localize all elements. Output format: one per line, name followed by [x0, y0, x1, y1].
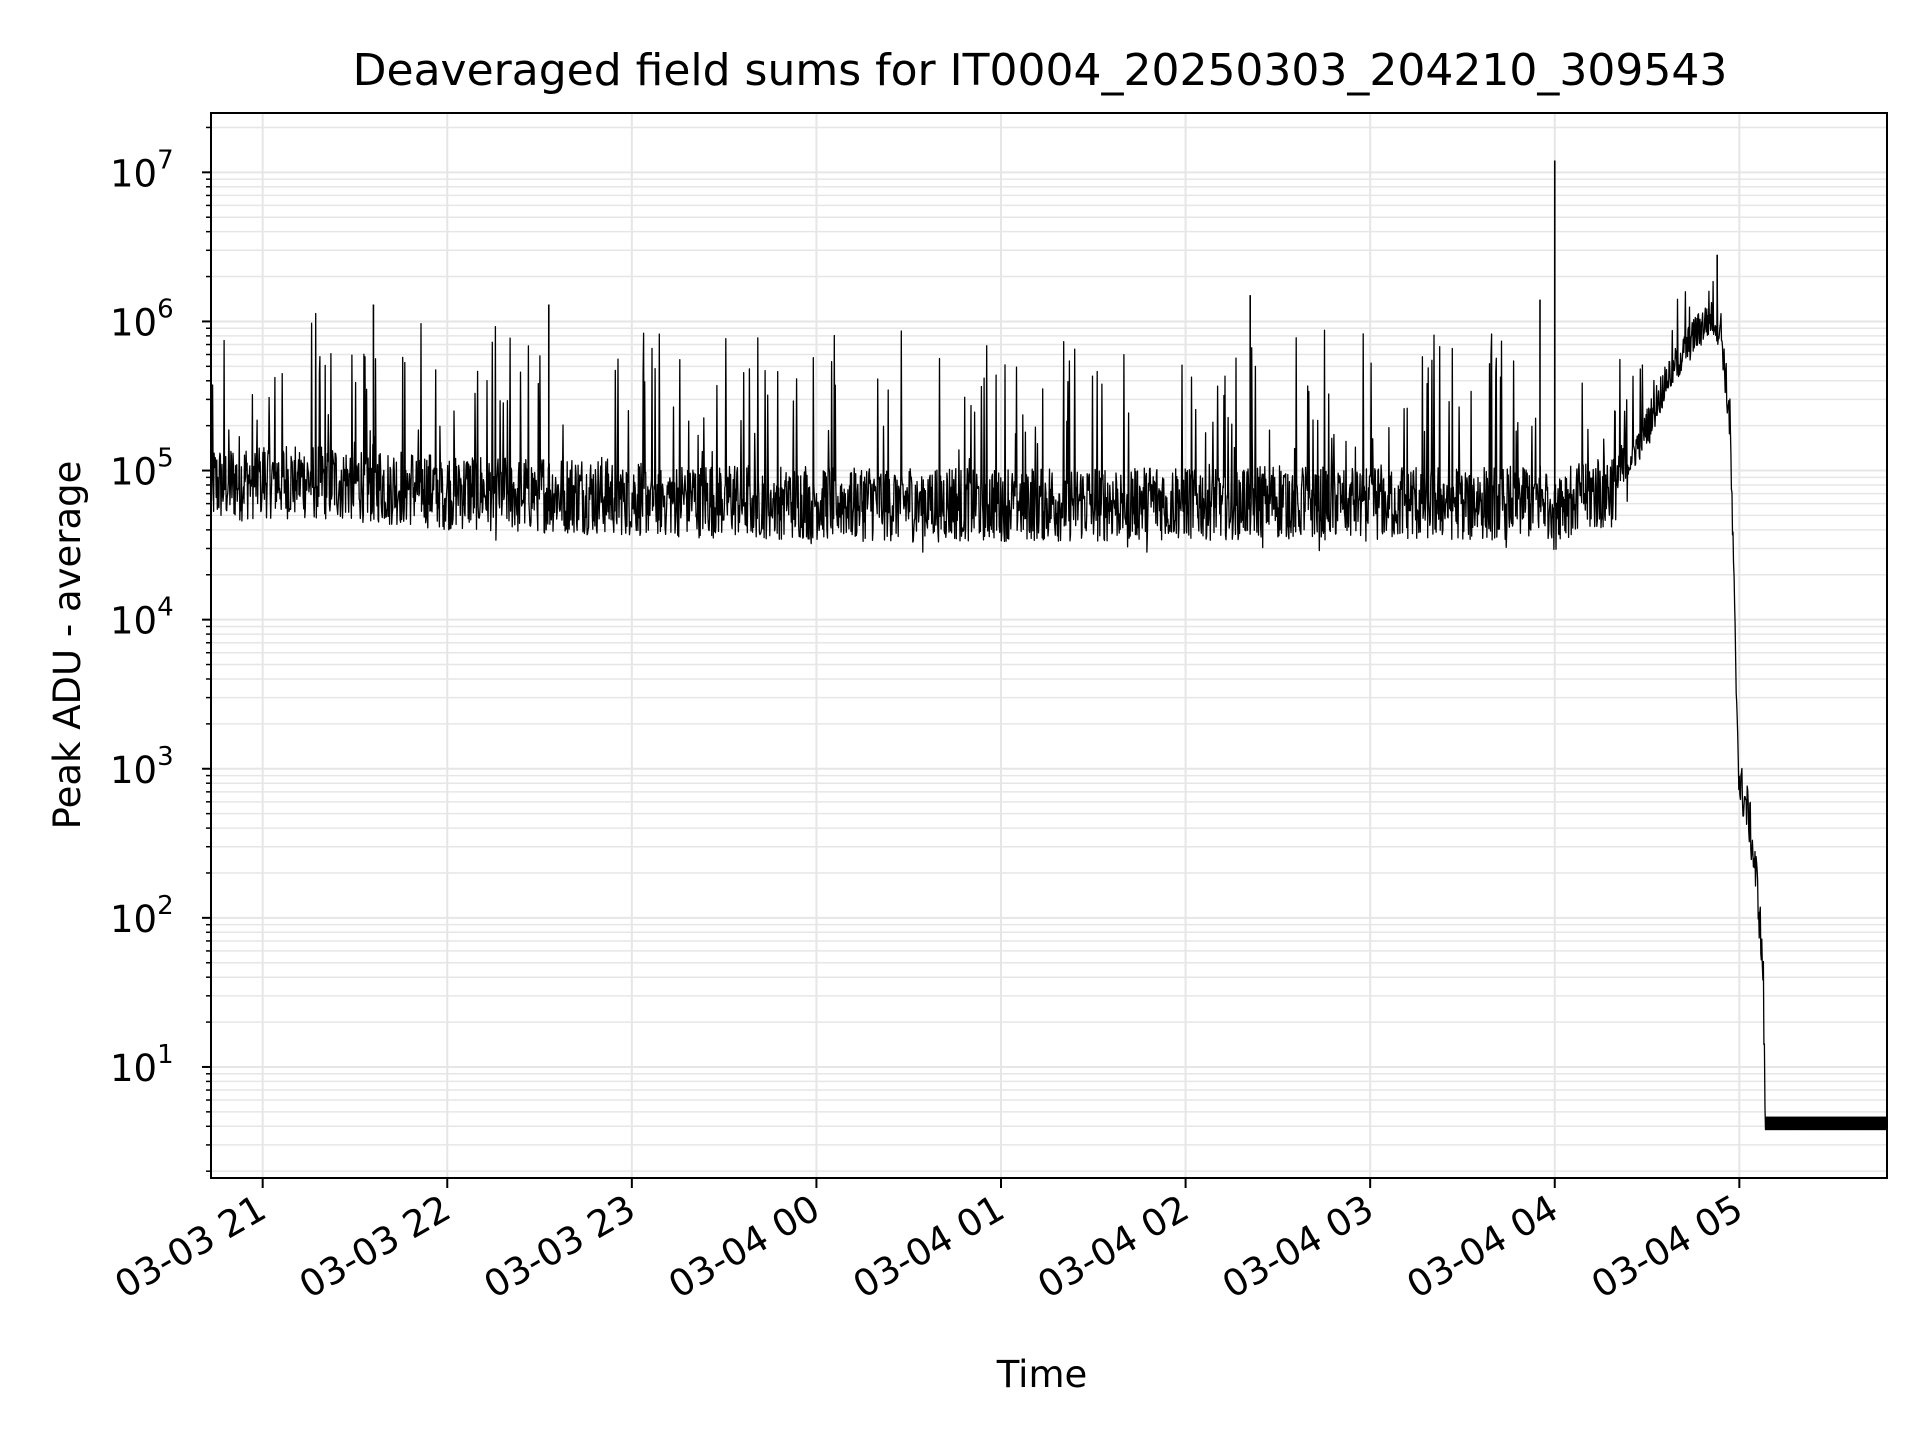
y-tick-base: 10: [110, 600, 157, 643]
y-tick-exponent: 6: [157, 294, 174, 324]
y-tick-base: 10: [110, 1047, 157, 1090]
y-tick-base: 10: [110, 451, 157, 494]
y-tick-label: 107: [110, 145, 174, 195]
y-tick-label: 102: [110, 891, 174, 941]
y-tick-label: 103: [110, 742, 174, 792]
y-tick-exponent: 7: [157, 145, 174, 175]
grid: [206, 113, 1887, 1178]
chart-title: Deaveraged field sums for IT0004_2025030…: [353, 45, 1728, 96]
series-group: [210, 160, 1888, 1131]
series-line: [210, 280, 1888, 1131]
plot-frame: [210, 112, 1888, 1179]
y-axis-label: Peak ADU - average: [46, 461, 89, 830]
y-tick-base: 10: [110, 898, 157, 941]
y-tick-exponent: 5: [157, 444, 174, 474]
y-tick-label: 104: [110, 593, 174, 643]
y-tick-label: 105: [110, 444, 174, 494]
x-axis-label: Time: [996, 1353, 1088, 1396]
y-tick-base: 10: [110, 152, 157, 195]
y-tick-exponent: 2: [157, 891, 174, 921]
y-tick-base: 10: [110, 301, 157, 344]
y-tick-exponent: 1: [157, 1040, 174, 1070]
y-tick-label: 106: [110, 294, 174, 344]
y-tick-exponent: 4: [157, 593, 174, 623]
y-tick-base: 10: [110, 749, 157, 792]
y-tick-label: 101: [110, 1040, 174, 1090]
y-tick-exponent: 3: [157, 742, 174, 772]
